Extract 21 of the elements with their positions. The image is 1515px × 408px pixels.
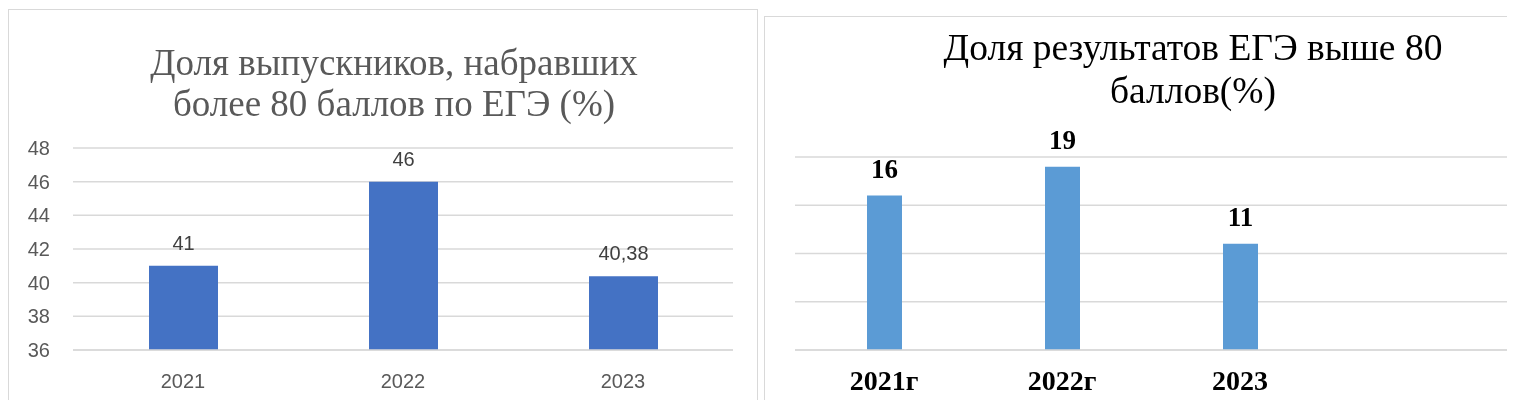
data-label: 41 [172,231,195,254]
chart-title: Доля выпускников, набравших более 80 баллов по ЕГЭ (%) [149,42,639,124]
x-tick-label: 2021г [849,364,919,396]
x-tick-label: 2022 [380,370,426,393]
x-tick-label: 2022г [1027,364,1097,396]
y-tick-label: 48 [27,137,50,160]
y-tick-label: 36 [27,339,50,362]
data-label: 46 [392,147,415,170]
data-label: 40,38 [598,242,649,265]
y-tick-label: 44 [27,204,50,227]
y-tick-label: 42 [27,238,50,261]
x-tick-label: 2021 [160,370,206,393]
data-label: 19 [1049,124,1076,155]
x-tick-label: 2023 [1212,364,1268,396]
data-label: 11 [1227,201,1254,232]
data-label: 16 [871,153,898,184]
y-tick-label: 38 [27,305,50,328]
y-tick-label: 46 [27,170,50,193]
x-tick-label: 2023 [600,370,646,393]
y-tick-label: 40 [27,271,50,294]
chart-title: Доля результатов ЕГЭ выше 80 баллов(%) [942,26,1444,112]
